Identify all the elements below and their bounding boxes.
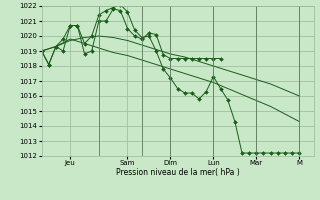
- X-axis label: Pression niveau de la mer( hPa ): Pression niveau de la mer( hPa ): [116, 168, 239, 177]
